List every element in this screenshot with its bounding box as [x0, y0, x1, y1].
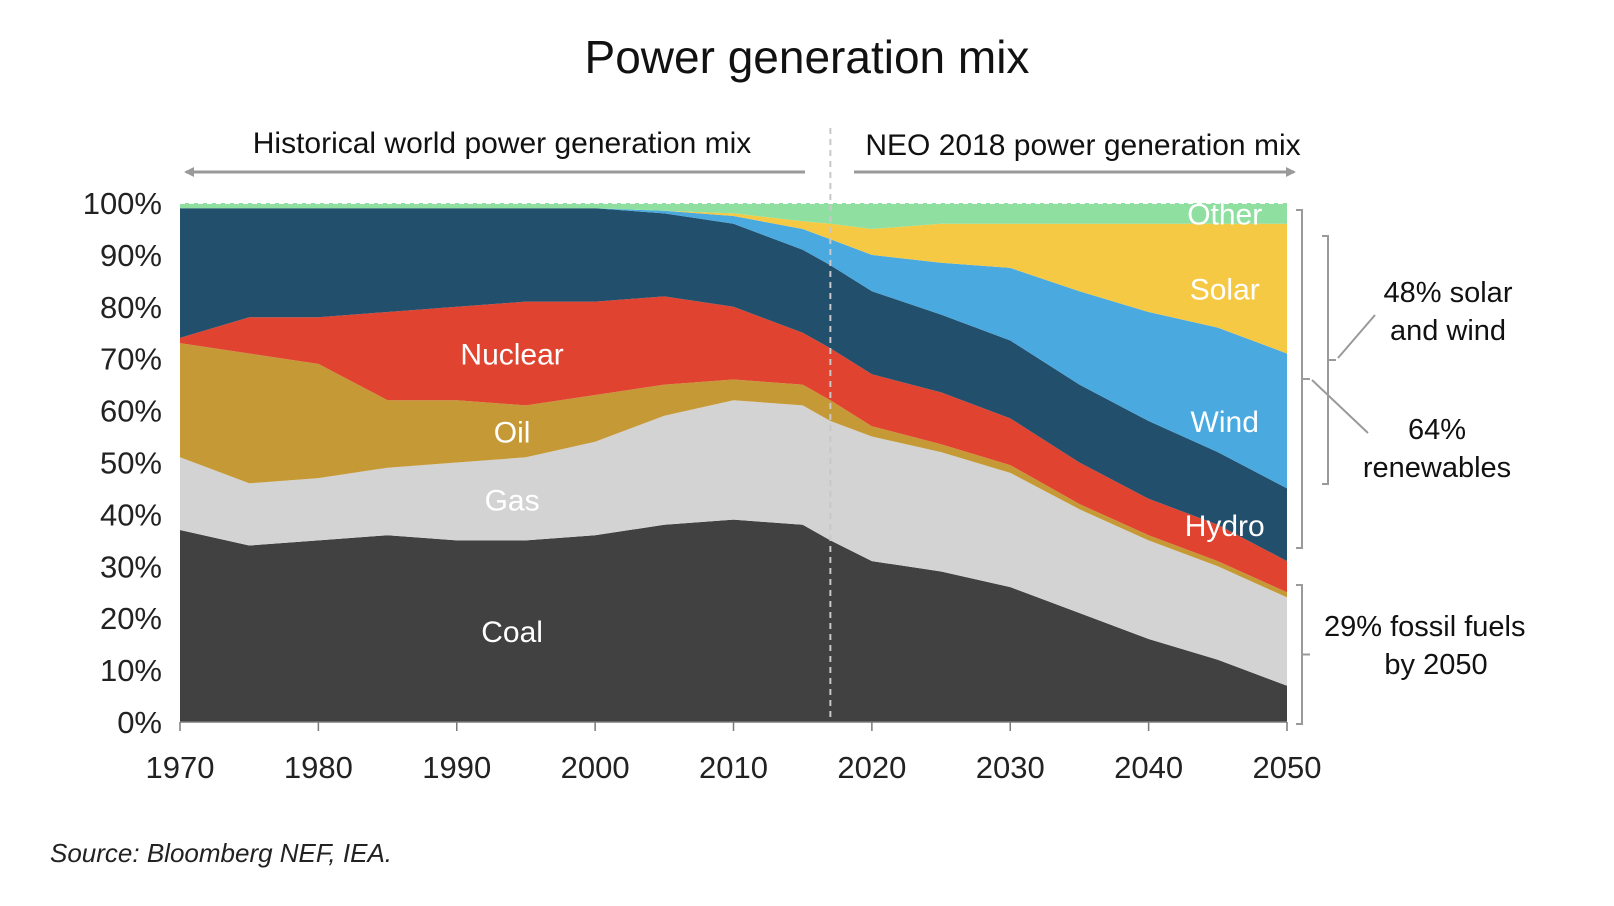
x-tick-label-2000: 2000: [561, 750, 630, 785]
chart-title: Power generation mix: [584, 31, 1030, 83]
y-tick-label-100: 100%: [83, 186, 162, 221]
stacked-areas: [180, 203, 1287, 722]
y-tick-label-20: 20%: [100, 601, 162, 636]
y-tick-label-80: 80%: [100, 290, 162, 325]
annotations: Historical world power generation mix NEO…: [184, 127, 1526, 725]
x-tick-label-1970: 1970: [146, 750, 215, 785]
area-gas: [180, 400, 1287, 686]
y-tick-label-70: 70%: [100, 342, 162, 377]
axes: 1970 1980 1990 2000 2010 2020 2030 2040 2050 0% 10…: [83, 128, 1322, 785]
label-solar: Solar: [1190, 274, 1260, 307]
x-tick-label-2010: 2010: [699, 750, 768, 785]
series-labels: Coal Gas Oil Nuclear Hydro Wind Solar Other: [460, 198, 1264, 649]
area-other: [180, 203, 1287, 229]
annotation-fossil-line2: by 2050: [1384, 649, 1487, 681]
area-oil: [180, 343, 1287, 598]
y-tick-label-90: 90%: [100, 238, 162, 273]
label-nuclear: Nuclear: [460, 339, 563, 372]
area-wind: [180, 208, 1287, 489]
area-nuclear: [180, 296, 1287, 593]
solar-wind-leader: [1337, 314, 1376, 359]
annotation-solar-wind-line1: 48% solar: [1384, 277, 1513, 309]
x-tick-label-2020: 2020: [837, 750, 906, 785]
x-tick-label-1980: 1980: [284, 750, 353, 785]
annotation-fossil-line1: 29% fossil fuels: [1324, 611, 1526, 643]
y-tick-label-50: 50%: [100, 446, 162, 481]
y-tick-label-40: 40%: [100, 497, 162, 532]
label-coal: Coal: [481, 616, 543, 649]
source-note: Source: Bloomberg NEF, IEA.: [50, 838, 393, 868]
historical-period-label: Historical world power generation mix: [253, 127, 752, 160]
x-tick-label-2030: 2030: [976, 750, 1045, 785]
renewables-bracket: [1296, 209, 1310, 549]
label-wind: Wind: [1191, 406, 1259, 439]
label-oil: Oil: [494, 416, 531, 449]
area-solar: [180, 208, 1287, 354]
y-tick-label-30: 30%: [100, 549, 162, 584]
label-gas: Gas: [485, 484, 540, 517]
y-tick-label-0: 0%: [117, 705, 162, 740]
x-tick-label-2040: 2040: [1114, 750, 1183, 785]
y-tick-label-60: 60%: [100, 394, 162, 429]
x-tick-label-1990: 1990: [422, 750, 491, 785]
solar-wind-bracket: [1322, 235, 1336, 485]
forecast-period-label: NEO 2018 power generation mix: [865, 129, 1300, 162]
annotation-renewables-line2: renewables: [1363, 452, 1511, 484]
label-hydro: Hydro: [1185, 510, 1265, 543]
area-hydro: [180, 208, 1287, 562]
renewables-leader: [1311, 379, 1369, 434]
annotation-renewables-line1: 64%: [1408, 414, 1466, 446]
fossil-bracket: [1296, 584, 1310, 725]
y-tick-label-10: 10%: [100, 653, 162, 688]
annotation-solar-wind-line2: and wind: [1390, 315, 1506, 347]
label-other: Other: [1187, 198, 1262, 231]
x-tick-label-2050: 2050: [1253, 750, 1322, 785]
area-coal: [180, 519, 1287, 722]
